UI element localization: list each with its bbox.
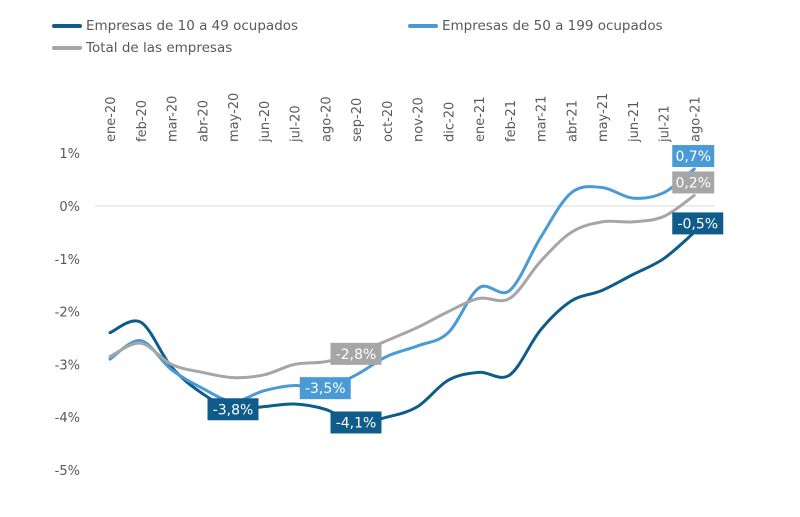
x-tick-label: abr-20: [196, 100, 211, 142]
x-tick-label: ene-21: [473, 97, 488, 142]
data-label: -0,5%: [677, 216, 718, 232]
data-label-box: [672, 212, 724, 235]
legend-item-total: Total de las empresas: [52, 40, 232, 56]
data-label-box: [330, 411, 382, 434]
y-tick-label: -4%: [55, 411, 80, 426]
legend-swatch: [52, 24, 82, 28]
data-label-box: [672, 145, 715, 168]
data-label-box: [207, 398, 259, 421]
legend-item-10-49: Empresas de 10 a 49 ocupados: [52, 18, 298, 34]
series-line-2: [108, 193, 696, 380]
data-label: 0,7%: [675, 149, 711, 165]
series-line-0: [108, 230, 696, 425]
y-tick-label: -3%: [55, 358, 80, 373]
data-label-box: [299, 377, 351, 400]
data-label-box: [672, 171, 715, 194]
data-label: -3,5%: [305, 381, 346, 397]
data-label: 0,2%: [675, 175, 711, 191]
legend-label: Empresas de 10 a 49 ocupados: [86, 18, 299, 34]
legend-swatch: [52, 46, 82, 50]
x-tick-label: nov-20: [412, 97, 427, 142]
legend-swatch: [408, 24, 438, 28]
x-tick-label: mar-21: [535, 96, 550, 142]
x-tick-label: jun-20: [258, 101, 273, 143]
x-tick-label: ene-20: [104, 97, 119, 142]
x-tick-label: dic-20: [442, 102, 457, 142]
data-label: -3,8%: [213, 402, 254, 418]
x-tick-label: jul-20: [289, 105, 304, 143]
x-tick-label: feb-20: [135, 100, 150, 142]
data-label: -4,1%: [336, 415, 377, 431]
x-tick-label: mar-20: [166, 96, 181, 142]
x-tick-label: may-20: [227, 93, 242, 142]
data-label-box: [330, 342, 382, 365]
legend-label: Total de las empresas: [86, 40, 233, 56]
x-tick-label: ago-21: [688, 96, 703, 142]
y-tick-label: -1%: [55, 253, 80, 268]
legend-label: Empresas de 50 a 199 ocupados: [442, 18, 663, 34]
data-label: -2,8%: [336, 347, 377, 363]
x-tick-label: may-21: [596, 93, 611, 142]
x-tick-label: jul-21: [658, 105, 673, 143]
x-tick-label: oct-20: [381, 101, 396, 142]
y-tick-label: -5%: [55, 464, 80, 479]
x-tick-label: feb-21: [504, 100, 519, 142]
y-tick-label: 0%: [59, 200, 80, 215]
x-tick-label: jun-21: [627, 101, 642, 143]
x-tick-label: abr-21: [565, 100, 580, 142]
legend-item-50-199: Empresas de 50 a 199 ocupados: [408, 18, 663, 34]
y-tick-label: -2%: [55, 306, 80, 321]
x-tick-label: sep-20: [350, 98, 365, 142]
y-tick-label: 1%: [59, 147, 80, 162]
series-line-1: [108, 167, 696, 403]
x-tick-label: ago-20: [319, 96, 334, 142]
